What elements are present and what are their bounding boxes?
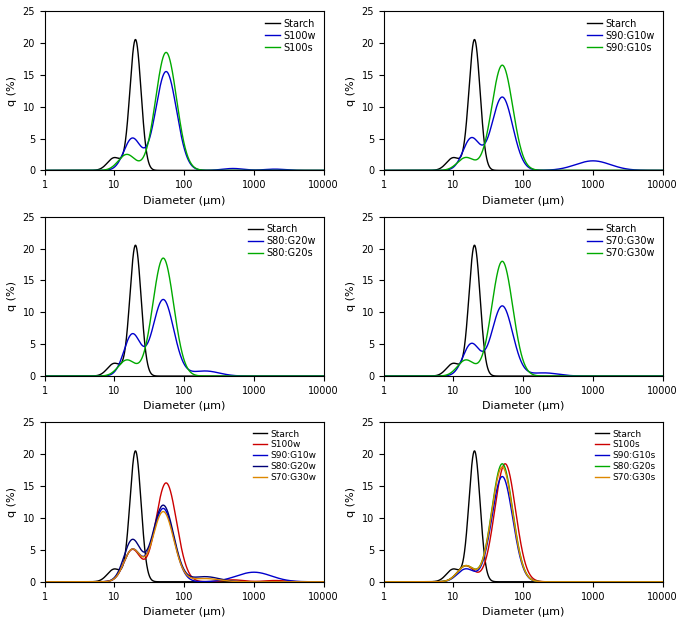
Y-axis label: q (%): q (%) <box>346 487 356 517</box>
Legend: Starch, S90:G10w, S90:G10s: Starch, S90:G10w, S90:G10s <box>584 16 658 56</box>
Y-axis label: q (%): q (%) <box>7 487 17 517</box>
X-axis label: Diameter (μm): Diameter (μm) <box>143 196 225 206</box>
X-axis label: Diameter (μm): Diameter (μm) <box>143 401 225 411</box>
Y-axis label: q (%): q (%) <box>7 76 17 105</box>
X-axis label: Diameter (μm): Diameter (μm) <box>482 401 564 411</box>
Y-axis label: q (%): q (%) <box>346 281 356 311</box>
X-axis label: Diameter (μm): Diameter (μm) <box>482 196 564 206</box>
Legend: Starch, S100w, S100s: Starch, S100w, S100s <box>262 16 319 56</box>
Legend: Starch, S100w, S90:G10w, S80:G20w, S70:G30w: Starch, S100w, S90:G10w, S80:G20w, S70:G… <box>251 427 319 484</box>
Legend: Starch, S100s, S90:G10s, S80:G20s, S70:G30s: Starch, S100s, S90:G10s, S80:G20s, S70:G… <box>593 427 658 484</box>
Y-axis label: q (%): q (%) <box>7 281 17 311</box>
X-axis label: Diameter (μm): Diameter (μm) <box>482 607 564 617</box>
Legend: Starch, S70:G30w, S70:G30w: Starch, S70:G30w, S70:G30w <box>584 222 658 261</box>
Y-axis label: q (%): q (%) <box>346 76 356 105</box>
Legend: Starch, S80:G20w, S80:G20s: Starch, S80:G20w, S80:G20s <box>245 222 319 261</box>
X-axis label: Diameter (μm): Diameter (μm) <box>143 607 225 617</box>
